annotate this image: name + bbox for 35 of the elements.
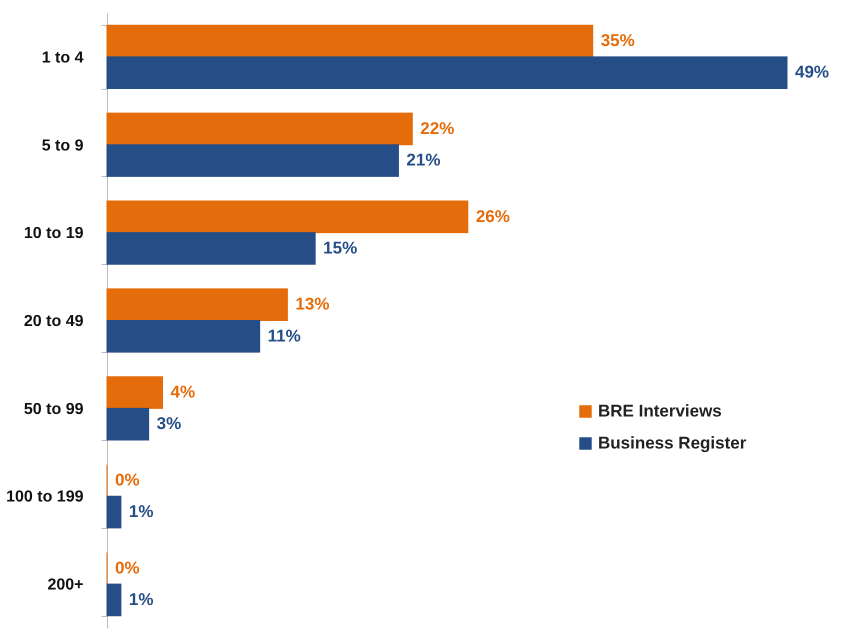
bar xyxy=(106,232,316,265)
data-label: 22% xyxy=(420,118,454,138)
legend-label: BRE Interviews xyxy=(598,402,722,420)
bar xyxy=(106,56,788,90)
data-label: 15% xyxy=(323,238,358,258)
data-label: 0% xyxy=(115,558,140,578)
data-label: 1% xyxy=(128,590,154,609)
data-label: 21% xyxy=(406,150,440,170)
y-tick-label: 1 to 4 xyxy=(42,49,84,66)
data-label: 1% xyxy=(128,502,154,522)
data-label: 0% xyxy=(115,470,140,490)
y-tick-label: 20 to 49 xyxy=(24,313,84,330)
data-label: 11% xyxy=(268,326,301,346)
bar xyxy=(106,112,413,146)
bar xyxy=(106,24,594,58)
y-tick-label: 50 to 99 xyxy=(24,400,84,418)
data-label: 26% xyxy=(476,206,510,226)
bar xyxy=(106,376,164,409)
bar xyxy=(106,288,288,321)
data-label: 13% xyxy=(295,294,330,314)
bar xyxy=(106,408,150,440)
y-tick-label: 200+ xyxy=(47,576,84,594)
y-tick-label: 5 to 9 xyxy=(42,137,84,154)
legend-label: Business Register xyxy=(598,434,747,452)
bar xyxy=(106,496,122,528)
y-tick-label: 100 to 199 xyxy=(6,488,84,506)
data-label: 35% xyxy=(600,31,635,50)
y-tick-label: 10 to 19 xyxy=(24,225,84,242)
bar xyxy=(106,320,260,353)
data-label: 4% xyxy=(170,382,196,402)
data-label: 49% xyxy=(795,62,830,82)
bar xyxy=(106,584,122,616)
bar xyxy=(106,144,399,177)
bar xyxy=(106,200,468,234)
data-label: 3% xyxy=(156,414,182,434)
